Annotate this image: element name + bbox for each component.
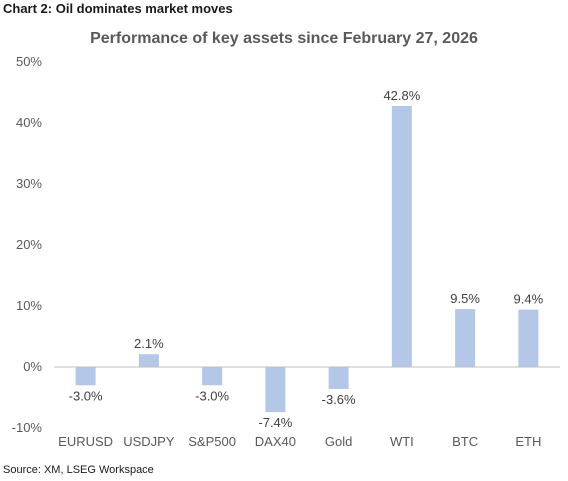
data-label: 9.4% — [514, 292, 544, 307]
y-tick-label: -10% — [12, 420, 43, 435]
bar-gold — [328, 367, 349, 389]
x-axis-labels: EURUSD USDJPY S&P500 DAX40 Gold WTI BTC ETH — [58, 434, 541, 449]
x-tick-label: EURUSD — [58, 434, 113, 449]
x-tick-label: WTI — [390, 434, 414, 449]
chart-title: Performance of key assets since February… — [90, 30, 478, 47]
y-tick-label: 20% — [16, 237, 42, 252]
y-tick-label: 10% — [16, 298, 42, 313]
y-tick-label: 50% — [16, 54, 42, 69]
x-tick-label: USDJPY — [123, 434, 175, 449]
source-note: Source: XM, LSEG Workspace — [3, 464, 154, 476]
x-tick-label: Gold — [325, 434, 352, 449]
data-label: -3.6% — [322, 392, 356, 407]
bar-eth — [518, 309, 539, 367]
bar-usdjpy — [138, 354, 159, 367]
y-tick-label: 40% — [16, 115, 42, 130]
x-tick-label: S&P500 — [188, 434, 236, 449]
data-label: -3.0% — [195, 388, 229, 403]
figure-title: Chart 2: Oil dominates market moves — [3, 1, 233, 16]
bar-eurusd — [75, 367, 96, 386]
x-tick-label: ETH — [515, 434, 541, 449]
data-labels: -3.0% 2.1% -3.0% -7.4% -3.6% 42.8% 9.5% 9.4% — [69, 88, 544, 430]
bar-btc — [455, 309, 476, 367]
y-axis-labels: -10% 0% 10% 20% 30% 40% 50% — [12, 54, 43, 435]
x-tick-label: BTC — [452, 434, 478, 449]
bars — [75, 105, 539, 413]
y-tick-label: 30% — [16, 176, 42, 191]
x-tick-label: DAX40 — [255, 434, 296, 449]
data-label: 2.1% — [134, 336, 164, 351]
bar-wti — [391, 105, 412, 368]
data-label: 9.5% — [450, 291, 480, 306]
data-label: -3.0% — [69, 388, 103, 403]
y-tick-label: 0% — [23, 359, 42, 374]
bar-dax40 — [265, 367, 286, 413]
data-label: -7.4% — [258, 415, 292, 430]
bar-sp500 — [202, 367, 223, 386]
data-label: 42.8% — [383, 88, 420, 103]
